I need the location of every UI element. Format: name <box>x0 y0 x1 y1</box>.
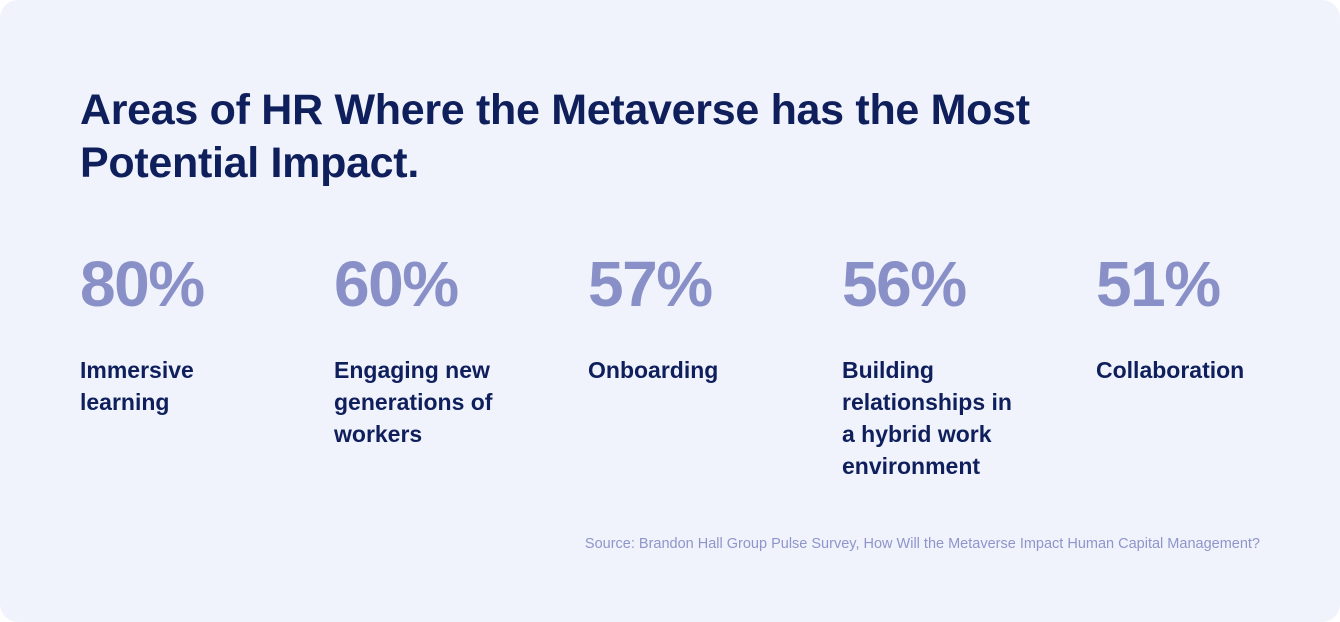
stat-label: Collaboration <box>1096 357 1245 383</box>
stat-value: 80% <box>80 248 205 320</box>
source-note: Source: Brandon Hall Group Pulse Survey,… <box>584 536 1260 552</box>
stat-label: Building relationships in a hybrid work … <box>842 357 1012 479</box>
stat-item: 56% Building relationships in a hybrid w… <box>842 246 1042 482</box>
stat-value: 56% <box>842 248 967 320</box>
chart-title: Areas of HR Where the Metaverse has the … <box>80 86 1030 187</box>
stat-label: Immersive learning <box>80 357 194 415</box>
stat-item: 57% Onboarding <box>588 246 788 386</box>
stat-label: Engaging new generations of workers <box>334 357 493 447</box>
stat-value: 51% <box>1096 248 1221 320</box>
stat-value: 60% <box>334 248 459 320</box>
stat-item: 51% Collaboration <box>1096 246 1296 386</box>
stat-label: Onboarding <box>588 357 719 383</box>
stat-value: 57% <box>588 248 713 320</box>
stat-item: 80% Immersive learning <box>80 246 280 418</box>
stat-item: 60% Engaging new generations of workers <box>334 246 534 450</box>
